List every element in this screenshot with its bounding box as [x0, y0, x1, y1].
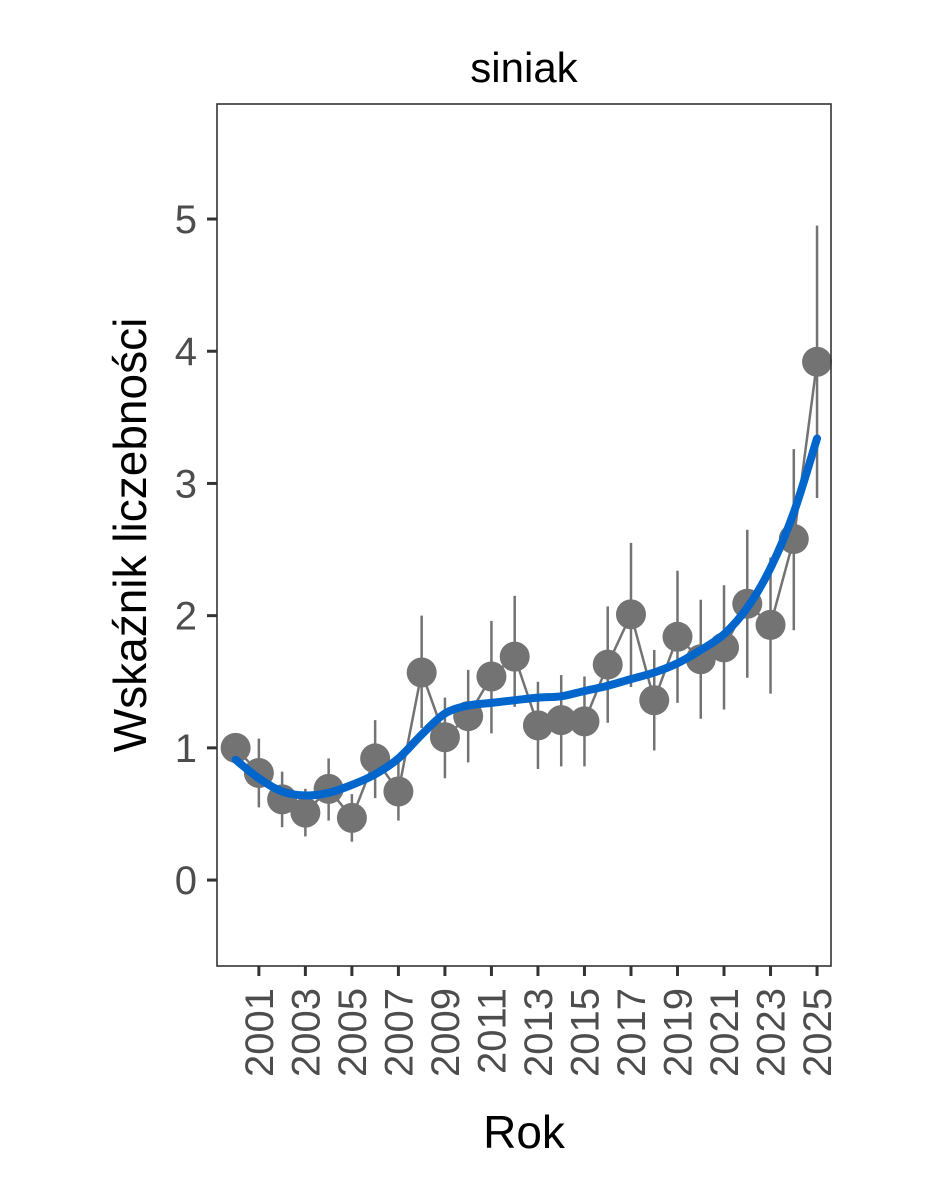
- data-point: [499, 641, 530, 672]
- data-points: [220, 346, 833, 833]
- data-point: [755, 609, 786, 640]
- x-tick-label: 2003: [284, 988, 328, 1077]
- x-tick-label: 2007: [377, 988, 421, 1077]
- trend-line: [231, 434, 822, 800]
- data-point: [220, 732, 251, 763]
- x-tick-label: 2001: [238, 988, 282, 1077]
- error-bars: [257, 225, 819, 842]
- y-tick-label: 3: [175, 462, 197, 506]
- data-point: [639, 685, 670, 716]
- trend-line-group: [231, 434, 822, 800]
- chart-title: siniak: [470, 44, 578, 91]
- data-point: [336, 802, 367, 833]
- data-point: [662, 621, 693, 652]
- x-tick-label: 2015: [563, 988, 607, 1077]
- y-axis: 0 1 2 3 4 5: [175, 198, 217, 903]
- plot-panel-border: [216, 103, 832, 967]
- y-tick-label: 0: [175, 859, 197, 903]
- x-tick-label: 2021: [703, 988, 747, 1077]
- data-point: [522, 710, 553, 741]
- plot-area: [220, 225, 833, 842]
- y-tick-label: 5: [175, 198, 197, 242]
- y-tick-label: 1: [175, 727, 197, 771]
- y-axis-label: Wskaźnik liczebności: [104, 318, 156, 753]
- y-tick-label: 4: [175, 330, 197, 374]
- x-tick-label: 2019: [657, 988, 701, 1077]
- data-point: [802, 346, 833, 377]
- x-tick-label: 2009: [424, 988, 468, 1077]
- x-tick-label: 2005: [331, 988, 375, 1077]
- data-point: [406, 657, 437, 688]
- data-point: [546, 705, 577, 736]
- y-tick-label: 2: [175, 595, 197, 639]
- x-axis: 2001 2003 2005 2007 2009 2011 2013 2015 2017 2019…: [238, 966, 840, 1077]
- data-point: [429, 722, 460, 753]
- x-tick-label: 2017: [610, 988, 654, 1077]
- data-point: [476, 661, 507, 692]
- data-point: [592, 649, 623, 680]
- x-tick-label: 2013: [517, 988, 561, 1077]
- data-point: [569, 706, 600, 737]
- point-connector-line: [234, 361, 819, 821]
- x-tick-label: 2025: [796, 988, 840, 1077]
- data-point: [615, 599, 646, 630]
- data-point: [383, 776, 414, 807]
- x-tick-label: 2011: [470, 988, 514, 1074]
- x-tick-label: 2023: [750, 988, 794, 1077]
- point-connector-lines: [234, 361, 819, 821]
- data-point: [290, 797, 321, 828]
- x-axis-label: Rok: [483, 1106, 566, 1158]
